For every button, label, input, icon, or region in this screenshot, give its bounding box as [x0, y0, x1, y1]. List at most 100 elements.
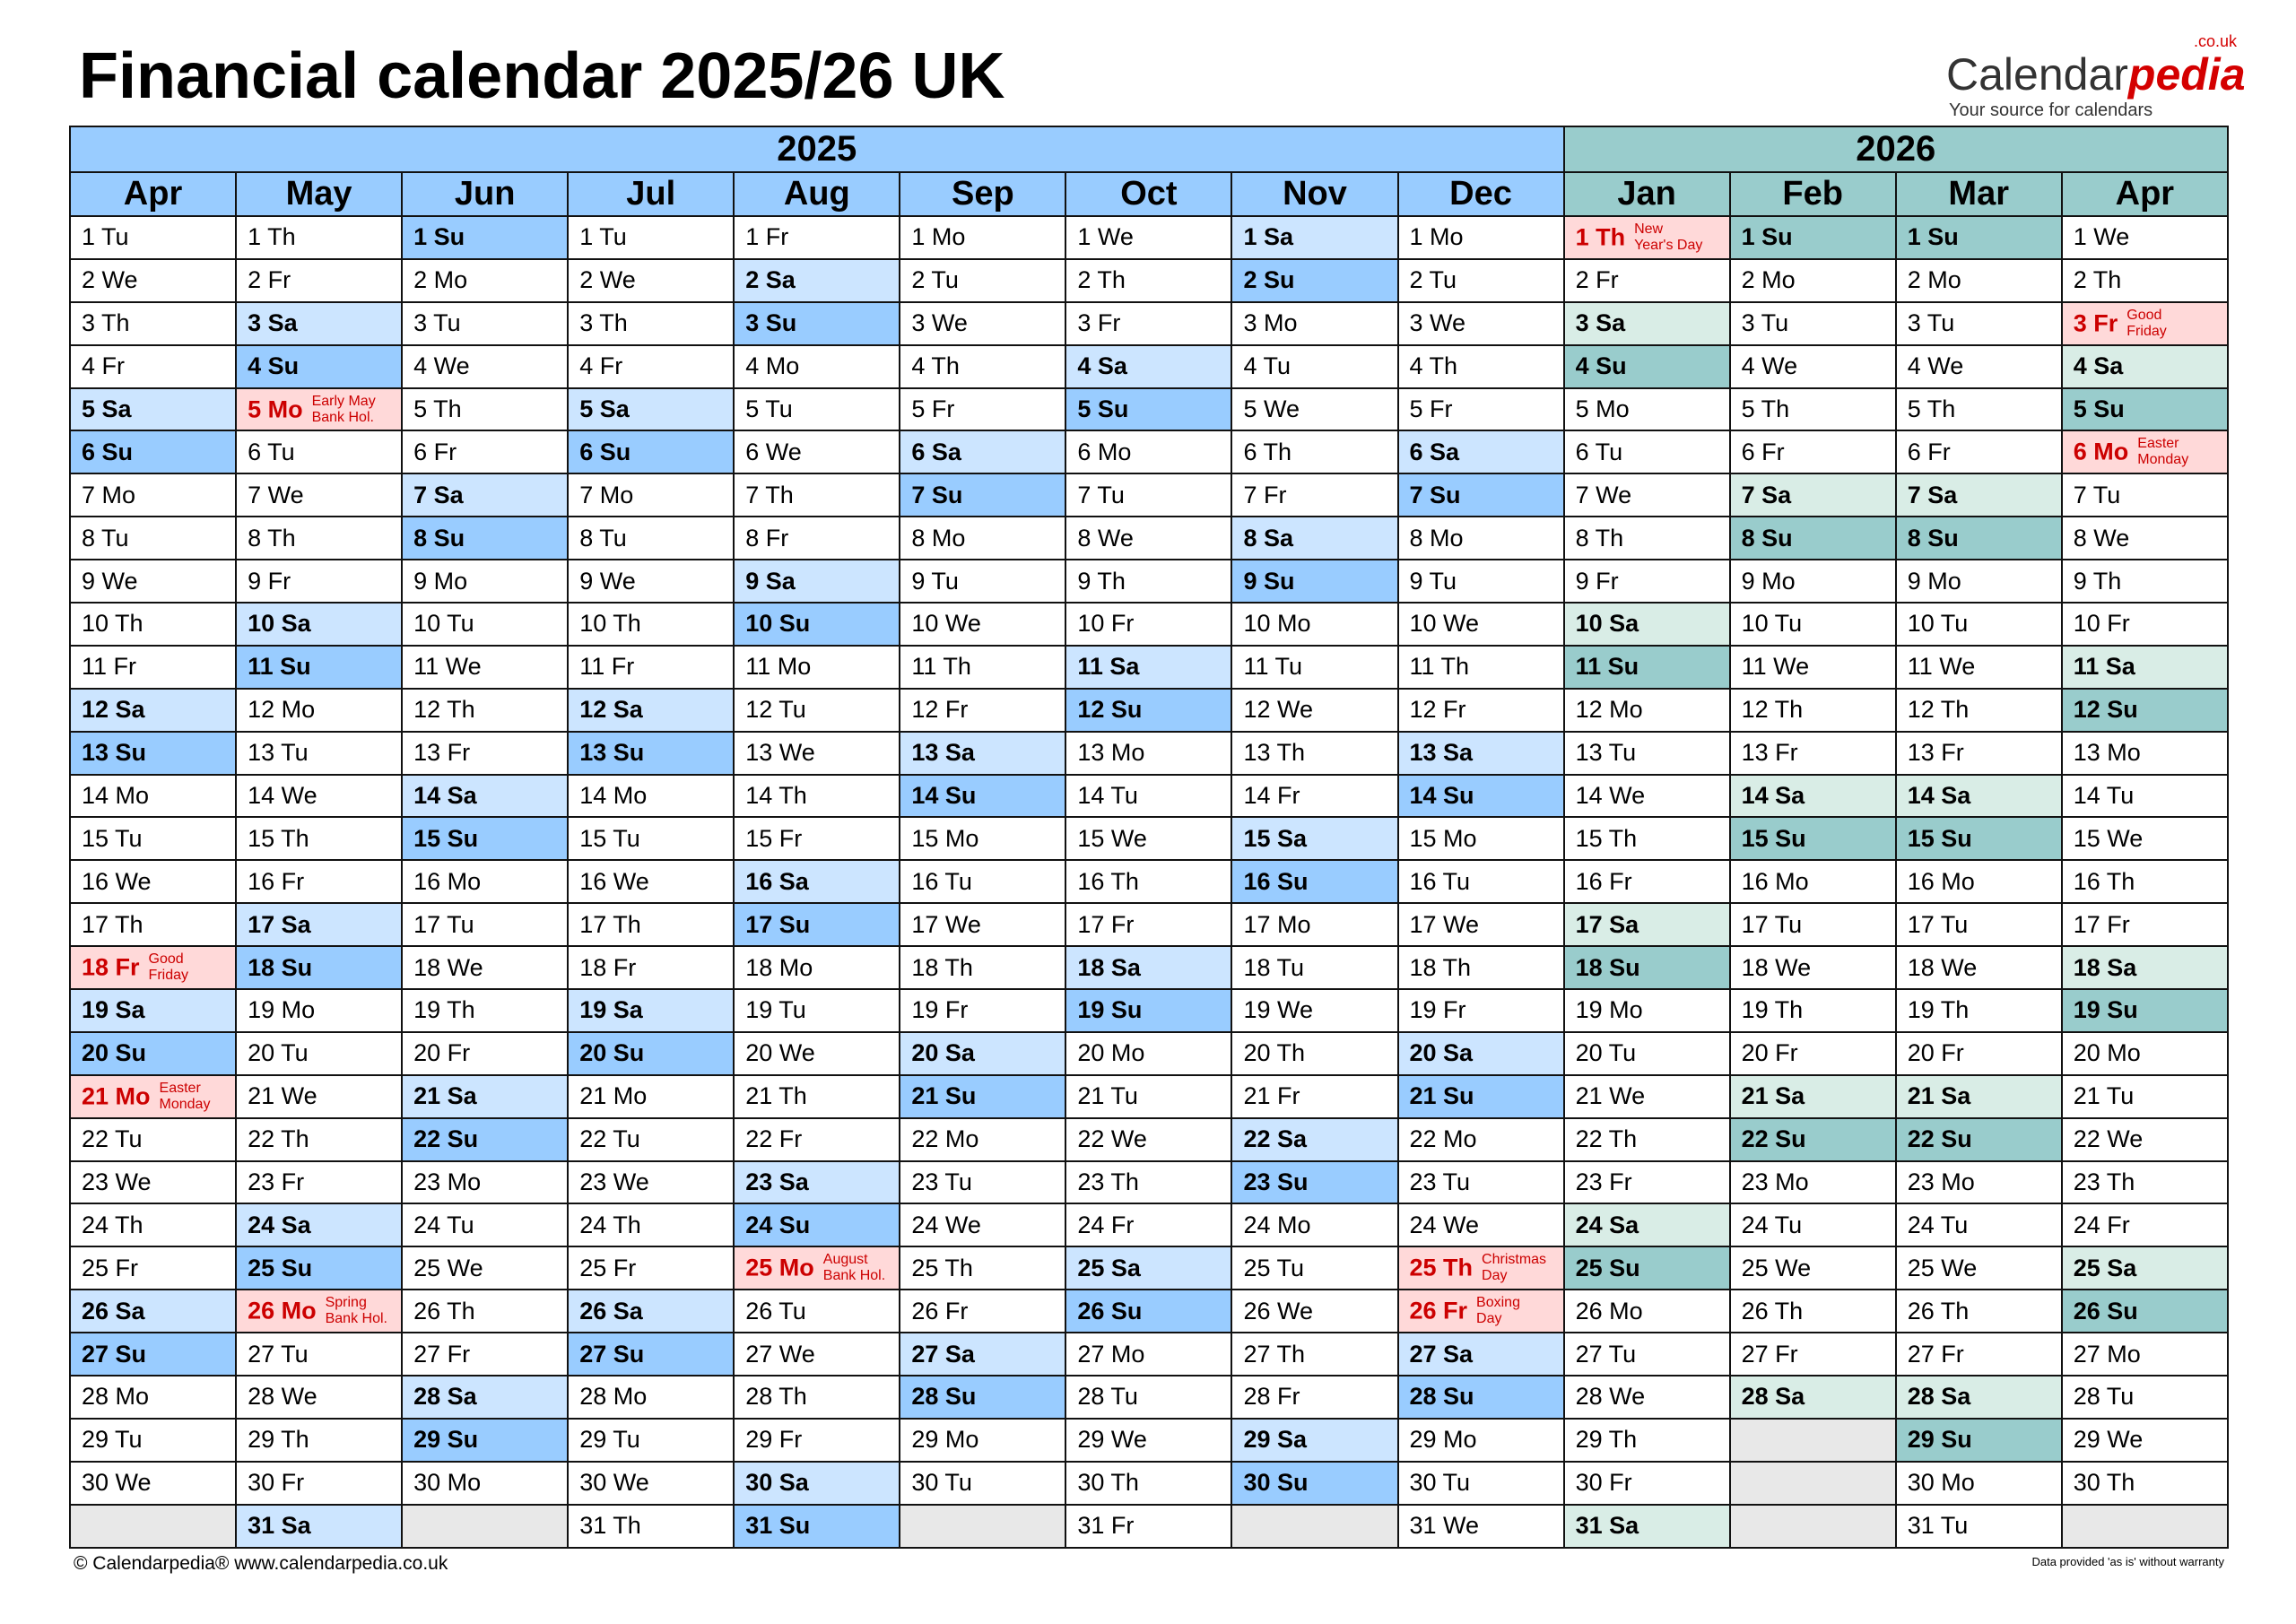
day-label: 2 Mo: [1741, 266, 1796, 294]
day-cell: 27 Fr: [1894, 1332, 2063, 1377]
day-label: 23 Mo: [413, 1168, 482, 1196]
day-label: 22 Th: [248, 1125, 309, 1153]
day-label: 17 Fr: [1077, 910, 1135, 938]
day-label: 25 Th: [911, 1254, 973, 1281]
day-cell: 1 Su: [1728, 215, 1897, 260]
calendar-row: 11 Fr 11 Su 11 We 11 Fr 11 Mo 11 Th 11 Sa 11 Tu…: [68, 644, 2230, 690]
day-cell: 11 Su: [235, 644, 404, 690]
day-cell: 28 Tu: [1065, 1375, 1233, 1420]
day-cell: 6 Sa: [899, 430, 1067, 475]
day-label: 1 Mo: [911, 223, 966, 251]
day-label: 11 Fr: [82, 653, 137, 681]
day-cell: 15 We: [1065, 816, 1233, 862]
day-label: 15 We: [1077, 824, 1147, 852]
day-label: 2 Mo: [1907, 266, 1961, 294]
day-cell: 30 Su: [1231, 1460, 1399, 1506]
day-label: 22 Mo: [911, 1125, 979, 1153]
day-label: 15 Sa: [1243, 824, 1307, 852]
day-label: 3 Tu: [1907, 309, 1955, 337]
day-cell: 11 We: [1894, 644, 2063, 690]
day-label: 8 Th: [248, 524, 296, 551]
day-cell: 28 Fr: [1231, 1375, 1399, 1420]
day-label: 2 We: [579, 266, 636, 294]
day-label: 1 Su: [1907, 223, 1959, 251]
day-label: 18 We: [1741, 953, 1812, 981]
day-label: 20 Th: [1243, 1039, 1305, 1067]
day-cell: 6 Mo: [1065, 430, 1233, 475]
day-cell: 14 Su: [899, 773, 1067, 819]
day-cell: 1 We: [1065, 215, 1233, 260]
day-label: 30 Fr: [248, 1469, 305, 1497]
day-label: 19 Sa: [82, 996, 145, 1024]
day-cell: 23 We: [68, 1159, 238, 1205]
day-label: 18 Fr: [579, 953, 637, 981]
day-cell: 9 We: [567, 559, 735, 604]
day-cell: 1 Th: [235, 215, 404, 260]
day-cell: 17 Th: [567, 902, 735, 948]
day-cell: 19 Sa: [567, 988, 735, 1033]
day-cell: 10 Tu: [1728, 602, 1897, 647]
calendar-row: 31 Sa 31 Th 31 Su 31 Fr 31 We 31 Sa 31 Tu: [68, 1503, 2230, 1549]
day-label: 1 Tu: [82, 223, 129, 251]
month-header-may-2025: May: [235, 171, 404, 217]
day-cell: 26 Sa: [567, 1289, 735, 1334]
day-label: 25 We: [1907, 1254, 1978, 1281]
day-label: 9 Su: [1243, 567, 1295, 595]
day-label: 26 Su: [1077, 1297, 1143, 1324]
day-cell: 8 Mo: [899, 516, 1067, 561]
holiday-label: Christmas Day: [1482, 1252, 1547, 1284]
day-cell: 23 Fr: [1562, 1159, 1731, 1205]
day-label: 2 Th: [1077, 266, 1126, 294]
day-cell: 13 Sa: [899, 730, 1067, 776]
holiday-cell: 5 Mo Early May Bank Hol.: [235, 386, 404, 432]
day-label: 14 Su: [911, 782, 977, 810]
day-label: 17 Th: [579, 910, 641, 938]
day-label: 5 Mo: [1575, 395, 1630, 422]
day-label: 31 Tu: [1907, 1512, 1969, 1540]
day-label: 16 Mo: [413, 867, 482, 895]
day-cell: 1 We: [2060, 215, 2230, 260]
day-cell: 27 Tu: [235, 1332, 404, 1377]
day-label: 17 Tu: [1741, 910, 1803, 938]
day-cell: 15 Sa: [1231, 816, 1399, 862]
day-cell: 21 Sa: [401, 1073, 570, 1119]
month-header-apr-2025: Apr: [68, 171, 238, 217]
footer-copyright[interactable]: © Calendarpedia® www.calendarpedia.co.uk: [74, 1553, 448, 1574]
day-label: 14 Th: [745, 782, 807, 810]
day-label: 1 Mo: [1409, 223, 1464, 251]
day-cell: 4 Sa: [1065, 343, 1233, 389]
day-cell: 29 Mo: [1396, 1417, 1565, 1463]
day-cell: 23 Fr: [235, 1159, 404, 1205]
day-cell: 9 Su: [1231, 559, 1399, 604]
day-cell: 30 Fr: [235, 1460, 404, 1506]
day-cell: 12 Th: [1894, 687, 2063, 733]
calendar-row: 9 We 9 Fr 9 Mo 9 We 9 Sa 9 Tu 9 Th 9 Su 9 Tu 9 Fr…: [68, 559, 2230, 604]
day-label: 14 Tu: [1077, 782, 1138, 810]
calendar-row: 21 Mo Easter Monday 21 We 21 Sa 21 Mo 21 Th 21…: [68, 1073, 2230, 1119]
holiday-label: Spring Bank Hol.: [325, 1295, 387, 1327]
day-cell: 19 We: [1231, 988, 1399, 1033]
day-label: 19 We: [1243, 996, 1313, 1024]
day-label: 2 We: [82, 266, 138, 294]
day-label: 27 Sa: [1409, 1340, 1474, 1368]
day-cell: 17 Su: [733, 902, 901, 948]
day-label: 3 Su: [745, 309, 797, 337]
day-label: 30 Sa: [745, 1469, 809, 1497]
day-cell: 27 Tu: [1562, 1332, 1731, 1377]
calendarpedia-logo[interactable]: Calendarpedia .co.uk Your source for cal…: [1946, 32, 2251, 124]
day-cell: 9 Mo: [1728, 559, 1897, 604]
day-label: 6 Sa: [911, 438, 961, 465]
calendar-row: 20 Su 20 Tu 20 Fr 20 Su 20 We 20 Sa 20 Mo 20 Th…: [68, 1030, 2230, 1076]
day-cell: 23 We: [567, 1159, 735, 1205]
day-label: 23 Sa: [745, 1168, 809, 1196]
day-cell: 10 Mo: [1231, 602, 1399, 647]
day-label: 25 Sa: [2073, 1254, 2137, 1281]
day-label: 13 Fr: [413, 739, 471, 767]
empty-cell: [899, 1503, 1067, 1549]
day-label: 27 Fr: [413, 1340, 471, 1368]
day-label: 1 Th: [1575, 223, 1626, 251]
day-cell: 22 We: [1065, 1116, 1233, 1162]
day-cell: 28 Sa: [401, 1375, 570, 1420]
day-label: 4 We: [1741, 352, 1798, 380]
day-label: 9 Mo: [1741, 567, 1796, 595]
